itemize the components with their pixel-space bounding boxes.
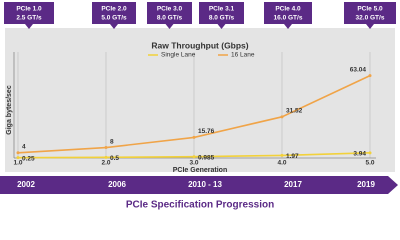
generation-rate: 8.0 GT/s [209, 15, 235, 22]
timeline-title: PCIe Specification Progression [126, 200, 274, 211]
generation-rate: 32.0 GT/s [356, 15, 385, 22]
generation-rate: 8.0 GT/s [157, 15, 183, 22]
chart-background [5, 28, 395, 172]
data-label: 63.04 [350, 66, 367, 73]
legend-label: 16 Lane [231, 52, 255, 59]
generation-box [344, 2, 396, 24]
data-point [368, 151, 372, 155]
x-tick-label: 5.0 [365, 160, 374, 167]
data-label: 0.985 [198, 154, 215, 161]
timeline-year: 2017 [284, 180, 302, 189]
generation-rate: 2.5 GT/s [16, 15, 42, 22]
x-tick-label: 1.0 [13, 160, 22, 167]
generation-box [92, 2, 136, 24]
x-tick-label: 3.0 [189, 160, 198, 167]
generation-rate: 5.0 GT/s [101, 15, 127, 22]
generation-box [264, 2, 312, 24]
timeline-year: 2019 [357, 180, 375, 189]
timeline-arrow [0, 176, 398, 194]
x-tick-label: 4.0 [277, 160, 286, 167]
generation-box [199, 2, 244, 24]
generation-box [4, 2, 54, 24]
data-label: 31.52 [286, 108, 303, 115]
generation-name: PCIe 3.1 [209, 6, 235, 13]
y-axis-label: Giga bytes/sec [6, 85, 13, 135]
generation-name: PCIe 1.0 [16, 6, 42, 13]
data-point [280, 115, 284, 119]
data-label: 0.5 [110, 155, 119, 162]
generation-pointer [284, 24, 292, 29]
generation-name: PCIe 5.0 [357, 6, 383, 13]
x-tick-label: 2.0 [101, 160, 110, 167]
generation-pointer [165, 24, 174, 29]
generation-name: PCIe 3.0 [157, 6, 183, 13]
data-point [16, 156, 20, 160]
generation-name: PCIe 4.0 [275, 6, 301, 13]
data-point [192, 135, 196, 139]
generation-rate: 16.0 GT/s [274, 15, 303, 22]
timeline-year: 2002 [17, 180, 35, 189]
data-point [280, 153, 284, 157]
generation-pointer [25, 24, 33, 29]
data-point [192, 155, 196, 159]
infographic: Raw Throughput (Gbps) PCIe Generation Gi… [0, 2, 398, 211]
data-label: 3.94 [353, 151, 366, 158]
generation-pointer [110, 24, 118, 29]
generation-pointer [217, 24, 226, 29]
generation-name: PCIe 2.0 [101, 6, 127, 13]
data-point [104, 155, 108, 159]
chart-title: Raw Throughput (Gbps) [151, 40, 248, 50]
data-label: 1.97 [286, 153, 299, 160]
data-label: 4 [22, 143, 26, 150]
data-label: 8 [110, 138, 114, 145]
x-axis-label: PCIe Generation [173, 167, 227, 174]
timeline-year: 2010 - 13 [188, 180, 222, 189]
legend-label: Single Lane [161, 52, 196, 59]
data-point [104, 146, 108, 150]
generation-box [147, 2, 192, 24]
data-label: 15.76 [198, 128, 215, 135]
data-label: 0.25 [22, 155, 35, 162]
timeline-year: 2006 [108, 180, 126, 189]
generation-pointer [366, 24, 374, 29]
data-point [16, 151, 20, 155]
data-point [368, 74, 372, 78]
